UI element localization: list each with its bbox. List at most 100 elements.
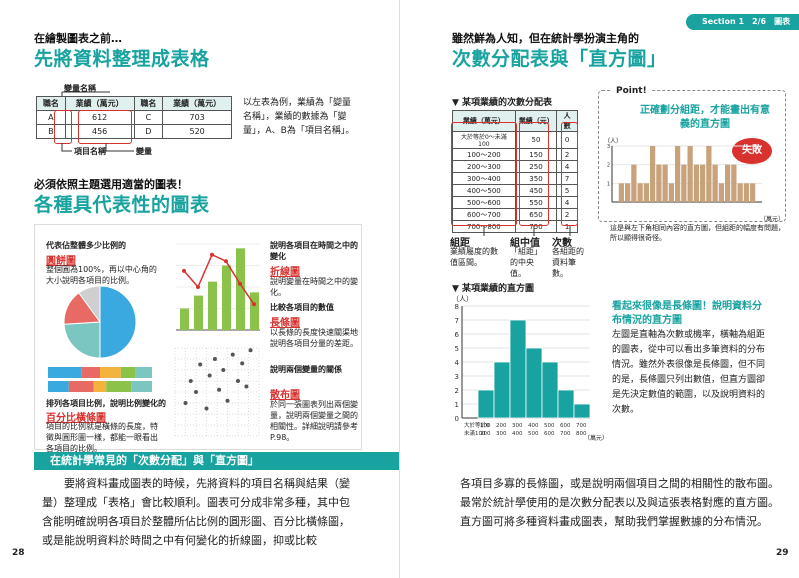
- x-tick-label-upper: 未滿100: [464, 429, 486, 437]
- hist-title: ▼ 某項業績的直方圖: [452, 284, 535, 294]
- line-desc: 說明變量在時間之中的變化。: [270, 277, 358, 297]
- stack-desc: 項目的比例就是橫條的長度，特徵與圓形圖一樣，都能一眼看出各項目的比例。: [46, 422, 158, 453]
- bar: [180, 308, 189, 330]
- histogram-bar: [662, 164, 668, 202]
- freq-header: 業績（元）: [514, 110, 558, 132]
- callout-line-bottom: [61, 143, 134, 152]
- table-header: 職名: [133, 96, 164, 111]
- line-point: [196, 285, 200, 289]
- percent-bar-chart: [48, 367, 152, 392]
- y-tick-label: 2: [455, 387, 459, 395]
- stack-segment: [106, 381, 132, 392]
- x-tick-label-lower: 200: [496, 423, 507, 429]
- x-tick-label-upper: 300: [496, 431, 507, 437]
- histogram-bar: [541, 361, 559, 419]
- x-tick-label-upper: 400: [512, 431, 523, 437]
- fail-caption: 這是與左下角相同內容的直方圖，但組距的幅度有問題，所以顯得很奇怪。: [610, 224, 785, 242]
- page-number-right: 29: [776, 548, 789, 558]
- scatter-point: [207, 373, 212, 378]
- scatter-point: [194, 390, 198, 394]
- section2-kicker: 必須依照主題選用適當的圖表！: [34, 178, 188, 191]
- pie-caption-top: 代表佔整體多少比例的: [46, 241, 126, 250]
- histogram-bar: [650, 146, 656, 202]
- series-line: [183, 253, 255, 305]
- histogram-bar: [477, 389, 495, 419]
- scatter-caption-top: 說明兩個變量的關係: [270, 365, 342, 374]
- scatter-point: [244, 384, 249, 389]
- label-class-interval-desc: 業績屬度的數值區間。: [450, 247, 498, 267]
- histogram-bar: [625, 183, 631, 202]
- scatter-desc: 於同一張圖表列出兩個變量，說明兩個變量之間的相關性。詳細說明請參考P.98。: [270, 400, 358, 442]
- line-point: [252, 302, 256, 307]
- left-body-text: 要將資料畫成圖表的時候，先將資料的項目名稱與結果（變量）整理成「表格」會比較順利…: [42, 477, 350, 547]
- scatter-point: [183, 401, 188, 405]
- line-caption-top: 說明各項目在時間之中的變化: [270, 241, 358, 261]
- scatter-point: [217, 387, 222, 392]
- x-tick-label-lower: 600: [560, 423, 571, 429]
- stack-segment: [93, 381, 107, 392]
- histogram-bar: [509, 319, 527, 419]
- x-tick-label-lower: 100: [480, 423, 491, 429]
- freq-header: 業績（萬元）: [452, 110, 516, 132]
- item-name-highlight: [54, 110, 72, 144]
- page-number-left: 28: [12, 548, 25, 558]
- fail-ylabel: （人）: [604, 138, 623, 145]
- failed-histogram: 1 2 3: [607, 144, 762, 203]
- scatter-point: [188, 379, 193, 383]
- x-tick-label-upper: 700: [560, 431, 571, 437]
- histogram-bar: [637, 183, 643, 202]
- chart-gallery: [34, 224, 362, 450]
- table-explanation: 以左表為例，業績為「變量名稱」，業績的數據為「變量」，A、B為「項目名稱」。: [243, 98, 355, 136]
- y-tick-label: 1: [455, 401, 459, 409]
- histogram-bar: [668, 183, 674, 202]
- x-tick-label-upper: 200: [480, 431, 491, 437]
- gutter: [399, 0, 400, 578]
- y-tick-label: 1: [607, 181, 610, 187]
- left-title: 先將資料整理成表格: [34, 48, 210, 70]
- stack-segment: [120, 367, 136, 378]
- section-band: 在統計學常見的「次數分配」與「直方圖」: [34, 452, 400, 470]
- stack-segment: [81, 367, 100, 378]
- bar-desc: 以長條的長度快速關渠地說明各項目分量的差距。: [270, 328, 358, 348]
- bar-caption-top: 比較各項目的數值: [270, 303, 334, 312]
- freq-table-title: ▼ 某項業績的次數分配表: [452, 98, 553, 108]
- line-chart-name: 折線圖: [270, 267, 300, 278]
- variable-highlight: [78, 110, 132, 144]
- hist-ylabel: （人）: [452, 295, 473, 303]
- stack-chart-name: 百分比橫條圖: [46, 413, 106, 424]
- x-tick-label-upper: 800: [576, 431, 587, 437]
- histogram-bar: [737, 183, 743, 202]
- histogram-bar: [731, 164, 737, 202]
- histogram-bar: [750, 183, 756, 202]
- x-tick-label-upper: 500: [528, 431, 539, 437]
- scatter-point: [221, 368, 226, 372]
- table-callout-variable: 變量: [136, 147, 152, 156]
- hist-note: 左圖是直軸為次數或機率，橫軸為組距的圖表，從中可以看出多筆資料的分布情況。雖然外…: [612, 330, 766, 415]
- histogram-bar: [706, 146, 712, 202]
- histogram-bar: [643, 183, 649, 202]
- histogram-bar: [718, 183, 724, 202]
- freq-header: 人數: [556, 110, 578, 132]
- bar: [208, 281, 217, 330]
- pie-chart-name: 圓餅圖: [46, 256, 76, 267]
- section2-title: 各種具代表性的圖表: [34, 194, 210, 216]
- stack-segment: [48, 381, 69, 392]
- stack-segment: [135, 367, 152, 378]
- hist-xlabel: （萬元）: [584, 435, 609, 442]
- y-tick-label: 4: [455, 359, 460, 367]
- y-tick-label: 2: [607, 163, 610, 169]
- table-callout-variable-name: 變量名稱: [64, 84, 96, 93]
- y-tick-label: 6: [455, 331, 460, 339]
- pie-desc: 整個圓為100%，再以中心角的大小說明各項目的比例。: [46, 265, 157, 285]
- y-tick-label: 3: [607, 144, 610, 150]
- bar: [236, 248, 245, 330]
- stack-segment: [100, 367, 121, 378]
- point-box: [598, 90, 786, 222]
- x-tick-label-upper: 600: [544, 431, 555, 437]
- histogram-bar: [557, 389, 575, 419]
- scatter-chart-name: 散布圖: [270, 390, 300, 401]
- bar-chart-name: 長條圖: [270, 318, 300, 329]
- x-tick-label-lower: 大於等於0: [464, 421, 490, 429]
- histogram-bar: [693, 164, 699, 202]
